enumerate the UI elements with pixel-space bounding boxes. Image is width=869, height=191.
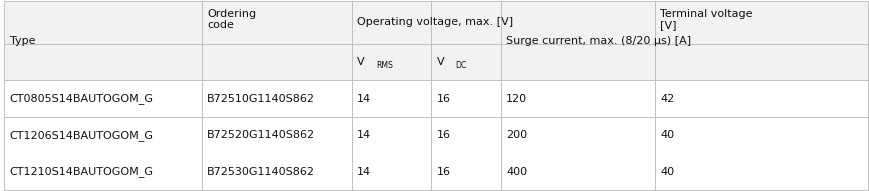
Text: CT1206S14BAUTOGOM_G: CT1206S14BAUTOGOM_G xyxy=(10,130,154,141)
Text: Terminal voltage: Terminal voltage xyxy=(660,9,752,19)
Bar xyxy=(654,1,867,80)
Bar xyxy=(4,117,867,154)
Text: DC: DC xyxy=(455,61,467,70)
Text: Operating voltage, max. [V]: Operating voltage, max. [V] xyxy=(356,17,513,27)
Text: 400: 400 xyxy=(506,167,527,177)
Text: Ordering: Ordering xyxy=(207,9,256,19)
Bar xyxy=(4,1,202,80)
Text: B72530G1140S862: B72530G1140S862 xyxy=(207,167,315,177)
Bar xyxy=(4,154,867,190)
Text: [V]: [V] xyxy=(660,20,676,30)
Text: RMS: RMS xyxy=(375,61,393,70)
Text: 40: 40 xyxy=(660,167,673,177)
Bar xyxy=(501,1,654,80)
Text: 14: 14 xyxy=(356,130,371,140)
Text: 16: 16 xyxy=(436,130,450,140)
Text: Surge current, max. (8/20 μs) [A]: Surge current, max. (8/20 μs) [A] xyxy=(506,36,690,46)
Text: 120: 120 xyxy=(506,94,527,104)
Text: Type: Type xyxy=(10,36,35,46)
Text: 14: 14 xyxy=(356,94,371,104)
Text: code: code xyxy=(207,20,234,30)
Text: 40: 40 xyxy=(660,130,673,140)
Bar xyxy=(202,1,351,80)
Text: CT1210S14BAUTOGOM_G: CT1210S14BAUTOGOM_G xyxy=(10,166,154,177)
Bar xyxy=(4,80,867,117)
Text: B72520G1140S862: B72520G1140S862 xyxy=(207,130,315,140)
Text: 200: 200 xyxy=(506,130,527,140)
Text: V: V xyxy=(436,57,444,67)
Bar xyxy=(351,1,431,80)
Text: CT0805S14BAUTOGOM_G: CT0805S14BAUTOGOM_G xyxy=(10,93,154,104)
Text: 42: 42 xyxy=(660,94,673,104)
Text: 14: 14 xyxy=(356,167,371,177)
Text: 16: 16 xyxy=(436,167,450,177)
Text: V: V xyxy=(356,57,364,67)
Text: 16: 16 xyxy=(436,94,450,104)
Bar xyxy=(431,1,501,80)
Text: B72510G1140S862: B72510G1140S862 xyxy=(207,94,315,104)
